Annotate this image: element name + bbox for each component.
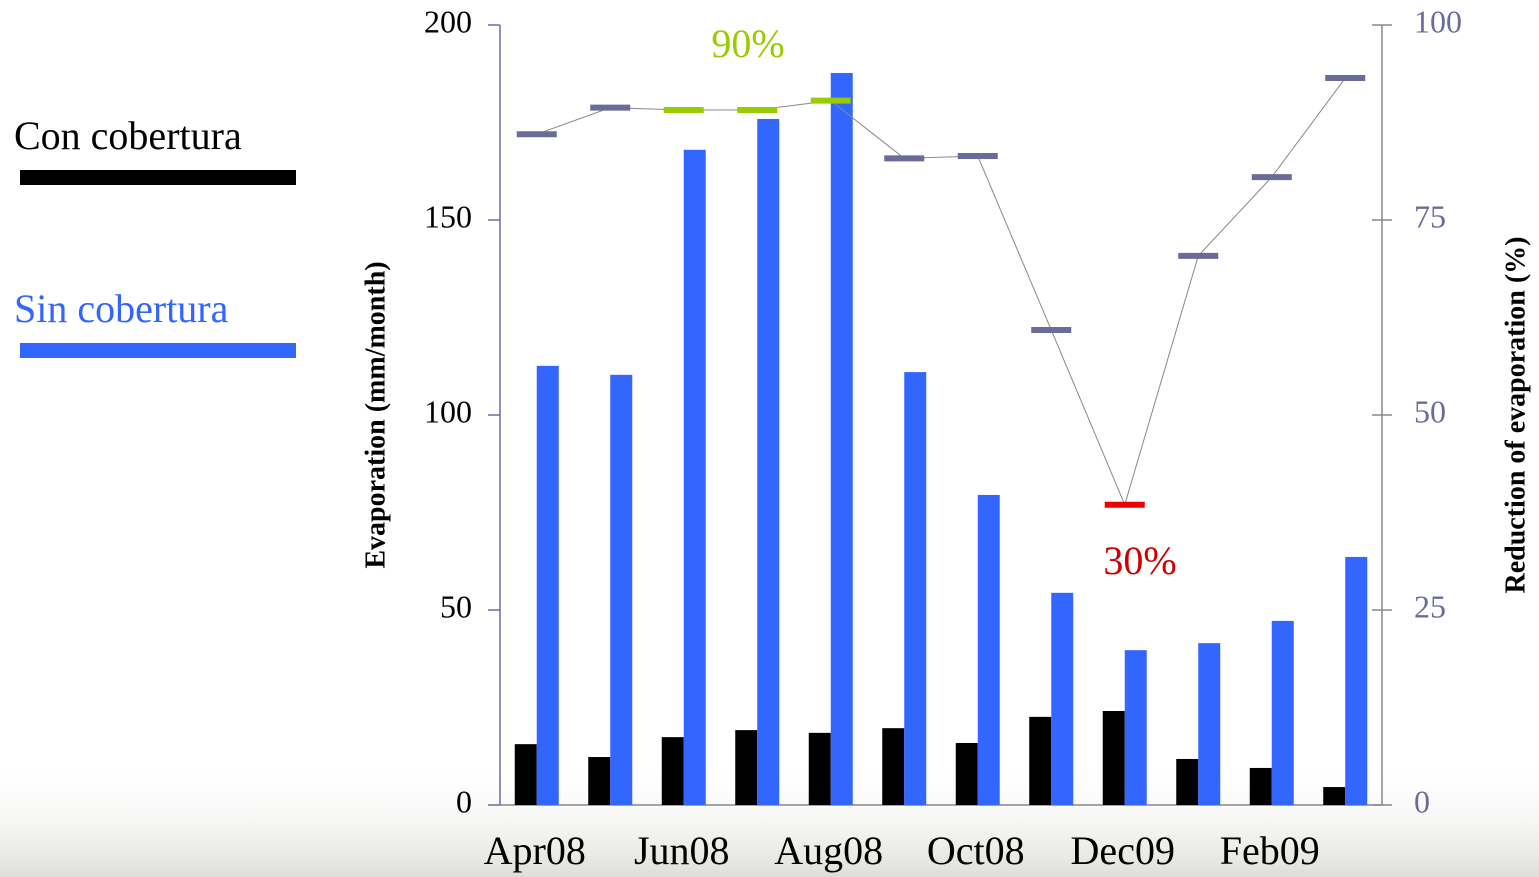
bar	[1271, 620, 1294, 805]
bar	[1323, 787, 1346, 805]
y-tick-label: 50	[440, 588, 472, 624]
y-tick-label: 150	[424, 198, 472, 234]
bar	[830, 72, 853, 806]
bar	[683, 149, 706, 806]
annotation: 90%	[711, 21, 784, 66]
y2-tick-label: 75	[1414, 198, 1446, 234]
x-tick-label: Aug08	[774, 828, 883, 873]
y-tick-label: 0	[456, 783, 472, 819]
bar	[735, 730, 758, 805]
legend-swatch	[20, 343, 296, 358]
legend-label: Con cobertura	[14, 113, 242, 158]
bar	[1124, 650, 1147, 805]
line	[536, 77, 1346, 507]
legend-swatch	[20, 170, 296, 185]
x-tick-label: Apr08	[484, 828, 586, 873]
bar	[808, 732, 831, 805]
bar	[757, 118, 780, 806]
bar	[610, 374, 633, 805]
bar	[1102, 711, 1125, 805]
x-tick-label: Feb09	[1220, 828, 1320, 873]
bar	[588, 757, 611, 805]
y2-tick-label: 25	[1414, 588, 1446, 624]
y-tick-label: 100	[424, 393, 472, 429]
bar	[536, 365, 559, 805]
bar	[1029, 716, 1052, 805]
y-tick-label: 200	[424, 3, 472, 39]
bar	[882, 728, 905, 805]
bar	[1176, 758, 1199, 805]
legend-label: Sin cobertura	[14, 286, 229, 331]
bar	[904, 372, 927, 805]
x-tick-label: Oct08	[927, 828, 1025, 873]
y2-tick-label: 100	[1414, 3, 1462, 39]
bar	[514, 744, 537, 805]
bar	[1345, 556, 1368, 805]
y2-axis-title: Reduction of evaporation (%)	[1500, 237, 1531, 594]
y2-tick-label: 0	[1414, 783, 1430, 819]
bar	[1198, 643, 1221, 805]
bar	[955, 742, 978, 805]
y2-tick-label: 50	[1414, 393, 1446, 429]
x-tick-label: Jun08	[634, 828, 730, 873]
y-axis-title: Evaporation (mm/month)	[360, 261, 391, 568]
x-tick-label: Dec09	[1071, 828, 1175, 873]
bar	[977, 494, 1000, 805]
bar	[661, 737, 684, 805]
annotation: 30%	[1103, 538, 1176, 583]
bar	[1051, 592, 1074, 805]
bar	[1249, 767, 1272, 805]
